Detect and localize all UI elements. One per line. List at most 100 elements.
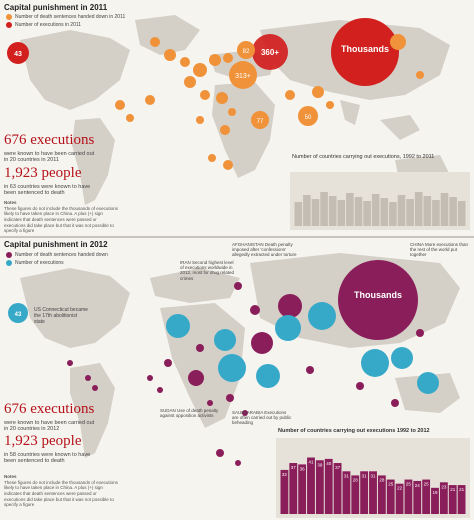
us-value-2011: 43 [14, 51, 22, 58]
bar-2012 [280, 469, 289, 514]
bar-2012 [422, 479, 431, 514]
bar-2011 [397, 195, 406, 226]
teal-swatch-icon [6, 260, 12, 266]
bar-2011 [440, 193, 449, 226]
circle-thailand-2011 [298, 106, 318, 126]
bar-2012 [448, 485, 457, 514]
pakistan-value-2011: 313+ [235, 73, 251, 80]
bar-value-label-2012: 41 [308, 460, 314, 465]
legend-sentences-2012: Number of death sentences handed down [6, 252, 108, 258]
bar-value-label-2012: 31 [362, 473, 368, 478]
bar-value-label-2012: 25 [388, 482, 394, 487]
panel-title-2012: Capital punishment in 2012 [4, 240, 108, 249]
annotation-us-2012: US Connecticut became the 17th abolition… [34, 307, 88, 325]
bar-2012 [386, 479, 395, 514]
bar-value-label-2012: 37 [291, 465, 297, 470]
people-sub-2011: in 63 countries were known to have been … [4, 184, 91, 197]
people-headline-2011: 1,923 people [4, 165, 82, 181]
world-map-2011: 43 360+ 82 313+ 77 Thousands 50 [7, 15, 470, 230]
bar-value-label-2012: 23 [441, 484, 447, 489]
circle-iran-2011 [252, 34, 288, 70]
bar-value-label-2012: 25 [424, 482, 430, 487]
bar-2011 [380, 198, 389, 226]
bar-2011 [449, 197, 457, 226]
bar-value-label-2012: 40 [326, 461, 332, 466]
orange-swatch-icon [6, 14, 12, 20]
purple-swatch-icon [6, 252, 12, 258]
bar-2012 [413, 480, 422, 514]
bar-2012 [298, 464, 307, 514]
minor-sentence-dots-2011 [115, 37, 424, 170]
bar-value-label-2012: 21 [459, 487, 465, 492]
circle-us-2012 [8, 303, 28, 323]
bar-2012 [395, 483, 404, 514]
annotation-china-2012: CHINA More executions than the rest of t… [410, 242, 469, 258]
bar-value-label-2012: 25 [406, 482, 412, 487]
bar-2012 [369, 471, 377, 514]
bar-title-2012: Number of countries carrying out executi… [278, 428, 430, 434]
bar-2012 [333, 463, 342, 514]
panel-2012: Capital punishment in 2012 Number of dea… [0, 236, 474, 520]
bar-value-label-2012: 39 [317, 462, 323, 467]
circle-china-2011 [331, 18, 399, 86]
bar-2011 [457, 201, 466, 226]
bar-2012 [315, 460, 324, 514]
bar-2012 [351, 475, 360, 514]
bar-2011 [328, 196, 337, 226]
bar-value-label-2012: 19 [432, 490, 438, 495]
notes-2011: Notes These figures do not include the t… [4, 200, 118, 234]
people-headline-2012: 1,923 people [4, 433, 82, 449]
bar-2011 [414, 192, 423, 226]
bar-value-label-2012: 22 [397, 486, 403, 491]
bar-2012 [289, 463, 298, 514]
panel-2011: Capital punishment in 2011 Number of dea… [0, 0, 474, 236]
bar-2012 [404, 479, 413, 514]
bangladesh-value-2011: 77 [257, 119, 264, 125]
bar-chart-bg-2011 [290, 172, 470, 230]
bar-value-label-2012: 31 [370, 473, 376, 478]
minor-purple-dots-2012 [67, 282, 424, 466]
bar-value-label-2012: 28 [353, 477, 359, 482]
circle-iraq-2011 [237, 41, 255, 59]
annotation-afghanistan-2012: AFGHANISTAN Death penalty imposed after … [232, 242, 297, 258]
country-circles-2012 [166, 294, 439, 394]
legend-sentences-2011: Number of death sentences handed down in… [6, 14, 125, 20]
bar-value-label-2012: 28 [379, 477, 385, 482]
annotation-sudan-2012: SUDAN Use of death penalty against oppos… [160, 408, 219, 419]
executions-headline-2011: 676 executions [4, 132, 95, 148]
bar-2011 [311, 199, 320, 226]
bar-2011 [406, 199, 414, 226]
bar-2012 [324, 458, 333, 514]
bar-2012 [431, 487, 439, 514]
bar-value-label-2012: 31 [344, 473, 350, 478]
bar-2011 [337, 200, 346, 226]
executions-headline-2012: 676 executions [4, 401, 95, 417]
bar-2012 [342, 471, 351, 514]
legend-executions-2012: Number of executions [6, 260, 64, 266]
bar-2012 [439, 482, 448, 514]
bar-2011 [294, 202, 303, 226]
bar-chart-2011 [294, 192, 466, 226]
bar-2012 [377, 475, 386, 514]
panel-title-2011: Capital punishment in 2011 [4, 3, 108, 12]
circle-bangladesh-2011 [251, 111, 269, 129]
us-value-2012: 43 [15, 312, 22, 318]
bar-2011 [320, 192, 328, 226]
executions-sub-2012: were known to have been carried out in 2… [4, 420, 95, 433]
bar-value-label-2012: 36 [300, 466, 306, 471]
bar-value-label-2012: 21 [450, 487, 456, 492]
legend-executions-2011: Number of executions in 2011 [6, 22, 81, 28]
bar-2012 [457, 485, 466, 514]
executions-sub-2011: were known to have been carried out in 2… [4, 151, 95, 164]
bar-2011 [389, 202, 397, 226]
circle-china-2012 [338, 260, 418, 340]
bar-2012 [307, 457, 315, 514]
red-swatch-icon [6, 22, 12, 28]
bar-value-label-2012: 32 [282, 472, 288, 477]
iran-value-2011: 360+ [261, 48, 279, 57]
bar-2011 [354, 197, 363, 226]
bar-2011 [346, 193, 354, 226]
bar-2011 [423, 196, 432, 226]
bar-2011 [303, 195, 311, 226]
